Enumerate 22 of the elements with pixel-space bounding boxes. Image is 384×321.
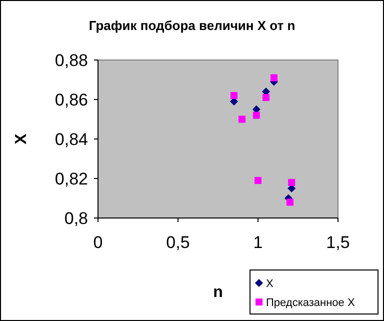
- point: [252, 112, 260, 119]
- point: [238, 116, 246, 123]
- x-tick-label: 0: [93, 233, 103, 252]
- y-tick-label: 0,8: [64, 209, 88, 228]
- x-tick-label: 0,5: [166, 233, 190, 252]
- y-tick-label: 0,86: [54, 90, 88, 110]
- chart-title: График подбора величин X от n: [88, 18, 296, 33]
- point: [286, 198, 294, 206]
- y-axis-title: X: [13, 133, 30, 144]
- legend-label: X: [266, 278, 274, 290]
- point: [262, 94, 270, 102]
- point: [270, 74, 278, 82]
- y-tick-label: 0,84: [54, 130, 88, 149]
- point: [288, 178, 296, 186]
- legend-label: Предсказанное X: [266, 297, 356, 309]
- y-tick-label: 0,88: [54, 51, 88, 70]
- x-tick-label: 1,5: [326, 233, 350, 252]
- point: [230, 92, 238, 100]
- x-axis-title: n: [213, 284, 223, 301]
- x-tick-label: 1: [253, 233, 263, 252]
- y-tick-label: 0,82: [54, 170, 88, 188]
- point: [254, 176, 262, 184]
